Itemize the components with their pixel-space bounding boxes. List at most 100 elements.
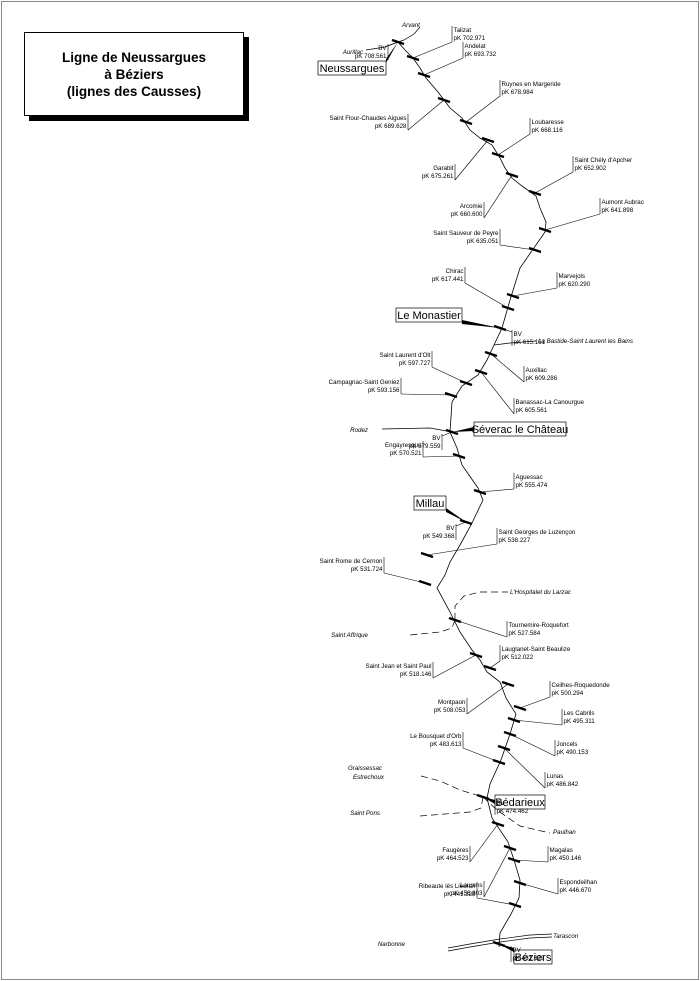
station-pk: pK 538.227 bbox=[499, 537, 531, 544]
station-pk: pK 652.902 bbox=[575, 165, 607, 172]
hub-name-box bbox=[317, 60, 387, 76]
connection-name: Narbonne bbox=[378, 941, 406, 948]
leader-line bbox=[499, 327, 513, 333]
station-pk: pK 483.613 bbox=[430, 741, 462, 748]
branch-lines bbox=[365, 26, 553, 952]
station-name: Lauglanet-Saint Beaulize bbox=[502, 646, 571, 653]
hub-pointer bbox=[462, 320, 500, 328]
leader-line bbox=[482, 796, 496, 802]
leader-line bbox=[519, 882, 559, 895]
hub-name-box bbox=[473, 421, 567, 437]
leader-line bbox=[513, 719, 563, 726]
hub-name-box bbox=[413, 495, 447, 511]
station-name: Banassac-La Canourgue bbox=[516, 399, 585, 406]
hub-pointer bbox=[483, 797, 495, 804]
station-name: Le Bousquet d'Orb bbox=[410, 733, 462, 740]
hub-name: Millau bbox=[416, 498, 445, 510]
leader-line bbox=[455, 521, 467, 527]
hub-bv-pk: pK 708.561 bbox=[355, 53, 387, 60]
station-name: Saint Sauveur de Peyre bbox=[433, 230, 499, 237]
branch-graissessac bbox=[420, 775, 484, 798]
hub-pointer bbox=[446, 508, 466, 522]
station-pk: pK 675.261 bbox=[422, 173, 454, 180]
station-name: Saint Jean et Saint Paul bbox=[365, 663, 431, 670]
connection-name: Saint Pons bbox=[350, 810, 380, 817]
station-name: Auxillac bbox=[526, 367, 547, 374]
leader-line bbox=[534, 171, 574, 194]
station-pk: pK 486.842 bbox=[547, 781, 579, 788]
station-pk: pK 635.051 bbox=[467, 238, 499, 245]
branch-rodez bbox=[381, 427, 453, 433]
station-pk: pK 555.474 bbox=[516, 482, 548, 489]
station-pk: pK 660.600 bbox=[451, 211, 483, 218]
main-track bbox=[397, 41, 547, 948]
branch-arvant bbox=[397, 26, 421, 43]
hub-bv-label: BV bbox=[497, 800, 506, 807]
station-pk: pK 500.294 bbox=[552, 690, 584, 697]
leader-line bbox=[509, 733, 556, 757]
branch-saint-pons bbox=[419, 796, 484, 817]
title-line-1: Ligne de Neussargues bbox=[61, 49, 207, 65]
leader-line bbox=[464, 282, 509, 309]
connection-name: Rodez bbox=[350, 427, 369, 434]
hub-bv-label: BV bbox=[514, 331, 523, 338]
hub-bv-label: BV bbox=[378, 45, 387, 52]
leader-line bbox=[544, 213, 601, 231]
station-name: Aumont Aubrac bbox=[602, 199, 644, 206]
leader-line bbox=[498, 943, 512, 949]
title-line-2: à Béziers bbox=[104, 66, 164, 82]
station-name: Talizat bbox=[454, 27, 472, 34]
connection-name: Graissessac bbox=[348, 765, 383, 772]
hub-bv-label: BV bbox=[446, 525, 455, 532]
station-pk: pK 609.286 bbox=[526, 375, 558, 382]
leader-line bbox=[497, 133, 531, 156]
station-name: Tournemire-Roquefort bbox=[509, 622, 569, 629]
station-pk: pK 693.732 bbox=[465, 51, 497, 58]
leader-line bbox=[383, 572, 426, 584]
connection-labels: Arvant Aurillac La Bastide-Saint Laurent l… bbox=[331, 22, 633, 948]
leader-line bbox=[513, 859, 549, 863]
connection-name: La Bastide-Saint Laurent les Bains bbox=[538, 338, 633, 345]
station-pk: pK 456.803 bbox=[451, 890, 483, 897]
branch-hospitalet bbox=[454, 591, 508, 620]
title-box: Ligne de Neussargues à Béziers (lignes d… bbox=[24, 32, 244, 116]
leader-line bbox=[387, 41, 399, 47]
connection-name: Aurillac bbox=[342, 49, 364, 56]
station-name: Engayresque bbox=[385, 442, 422, 449]
leader-line bbox=[423, 57, 464, 76]
leader-line bbox=[465, 95, 501, 123]
station-name: Arcomie bbox=[460, 203, 483, 210]
connection-name: Tarascon bbox=[553, 933, 579, 940]
connection-name: Estrechoux bbox=[353, 774, 385, 781]
hub-name: Bédarieux bbox=[495, 797, 545, 809]
hub-name: Séverac le Château bbox=[472, 424, 569, 436]
hub-pointer bbox=[452, 427, 474, 432]
leader-line bbox=[431, 366, 467, 384]
track-line bbox=[397, 41, 547, 948]
station-name: Ceilhes-Roquedonde bbox=[552, 682, 611, 689]
hub-bv-label: BV bbox=[432, 435, 441, 442]
station-name: Les Cabrils bbox=[564, 710, 595, 717]
station-name: Campagnac-Saint Geniez bbox=[329, 379, 400, 386]
station-name: Ribeaute lès Lieuran bbox=[419, 883, 476, 890]
leader-line bbox=[479, 488, 515, 493]
hub-bv-pk: pK 474.462 bbox=[497, 808, 529, 815]
station-pk: pK 620.290 bbox=[559, 281, 591, 288]
station-pk: pK 570.521 bbox=[390, 450, 422, 457]
station-name: Montpaon bbox=[438, 699, 466, 706]
